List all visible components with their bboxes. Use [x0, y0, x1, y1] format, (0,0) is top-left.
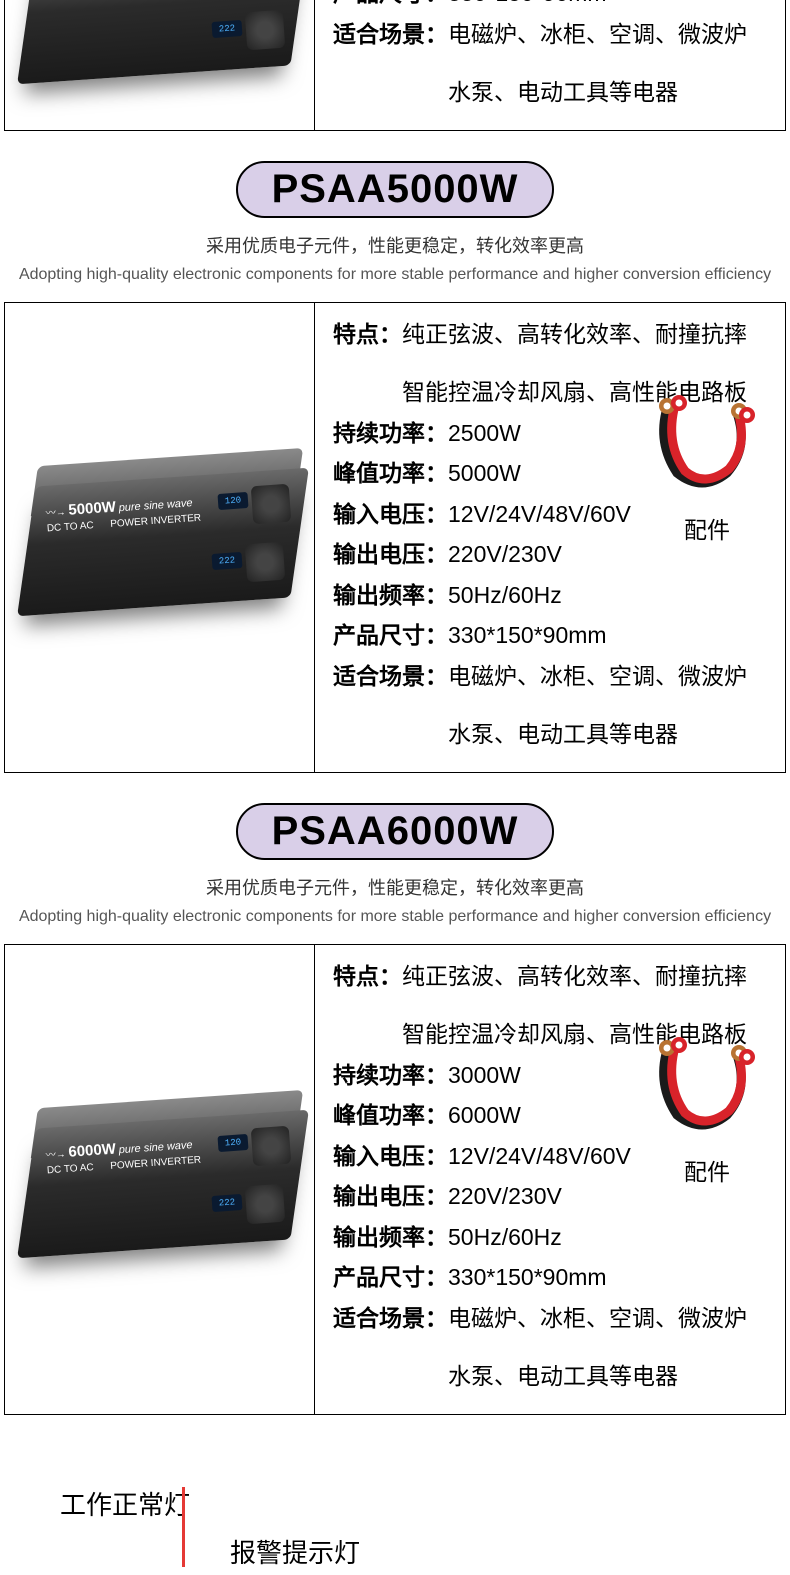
spec-label: 产品尺寸： — [333, 0, 448, 11]
spec-value: 纯正弦波、高转化效率、耐撞抗摔 — [402, 317, 747, 352]
product-card: 〰→ 4000W pure sine wave DC TO AC POWER I… — [4, 0, 786, 131]
spec-label: 持续功率： — [333, 1058, 448, 1093]
spec-value: 水泵、电动工具等电器 — [448, 717, 747, 752]
section-header: PSAA5000W 采用优质电子元件，性能更稳定，转化效率更高 Adopting… — [0, 161, 790, 284]
socket-icon — [250, 1126, 291, 1167]
spec-label: 特点： — [333, 317, 402, 410]
spec-value: 2500W — [448, 416, 521, 451]
subtitle-cn: 采用优质电子元件，性能更稳定，转化效率更高 — [0, 232, 790, 258]
subtitle-en: Adopting high-quality electronic compone… — [0, 266, 790, 284]
spec-value: 纯正弦波、高转化效率、耐撞抗摔 — [402, 959, 747, 994]
product-specs: 特点： 纯正弦波、高转化效率、耐撞抗摔 智能控温冷却风扇、高性能电路板 持续功率… — [315, 303, 785, 772]
spec-value: 6000W — [448, 1098, 521, 1133]
spec-label: 峰值功率： — [333, 456, 448, 491]
spec-label: 输出电压： — [333, 537, 448, 572]
model-badge: PSAA5000W — [236, 161, 555, 218]
product-specs: 输出电压：220V/230V 输出频率：50Hz/60Hz 产品尺寸：330*1… — [315, 0, 785, 130]
product-image-cell: 〰→ 4000W pure sine wave DC TO AC POWER I… — [5, 0, 315, 130]
indicator-legend: 工作正常灯 报警提示灯 — [0, 1485, 790, 1575]
spec-value: 330*150*90mm — [448, 0, 607, 11]
indicator-alarm-label: 报警提示灯 — [230, 1533, 360, 1570]
inverter-display: 222 — [211, 552, 242, 570]
indicator-pointer-icon — [182, 1487, 185, 1567]
inverter-display: 120 — [217, 1134, 248, 1152]
inverter-display: 120 — [217, 492, 248, 510]
spec-value: 50Hz/60Hz — [448, 578, 562, 613]
inverter-subtitle: pure sine wave — [118, 497, 193, 514]
spec-label: 输出频率： — [333, 578, 448, 613]
accessory-block: 配件 — [647, 393, 767, 545]
socket-icon — [244, 10, 285, 51]
spec-label: 产品尺寸： — [333, 618, 448, 653]
inverter-illustration: 〰→ 5000W pure sine wave DC TO AC POWER I… — [20, 437, 300, 637]
accessory-label: 配件 — [647, 511, 767, 545]
accessory-block: 配件 — [647, 1035, 767, 1187]
socket-icon — [250, 484, 291, 525]
socket-icon — [244, 1184, 285, 1225]
spec-value: 电磁炉、冰柜、空调、微波炉 — [448, 659, 747, 694]
inverter-illustration: 〰→ 4000W pure sine wave DC TO AC POWER I… — [20, 0, 300, 105]
spec-label: 输出电压： — [333, 1179, 448, 1214]
subtitle-en: Adopting high-quality electronic compone… — [0, 908, 790, 926]
product-image-cell: 〰→ 6000W pure sine wave DC TO AC POWER I… — [5, 945, 315, 1414]
accessory-label: 配件 — [647, 1153, 767, 1187]
product-specs: 特点： 纯正弦波、高转化效率、耐撞抗摔 智能控温冷却风扇、高性能电路板 持续功率… — [315, 945, 785, 1414]
inverter-wattage: 6000W — [67, 1141, 116, 1161]
spec-value: 330*150*90mm — [448, 618, 607, 653]
socket-icon — [244, 542, 285, 583]
inverter-illustration: 〰→ 6000W pure sine wave DC TO AC POWER I… — [20, 1079, 300, 1279]
spec-value: 3000W — [448, 1058, 521, 1093]
spec-value: 电磁炉、冰柜、空调、微波炉 — [448, 1301, 747, 1336]
spec-label: 输入电压： — [333, 497, 448, 532]
spec-label: 特点： — [333, 959, 402, 1052]
cable-icon — [647, 393, 757, 493]
spec-label: 适合场景： — [333, 17, 448, 110]
spec-value: 50Hz/60Hz — [448, 1220, 562, 1255]
spec-value: 水泵、电动工具等电器 — [448, 1359, 747, 1394]
inverter-display: 222 — [211, 20, 242, 38]
product-image-cell: 〰→ 5000W pure sine wave DC TO AC POWER I… — [5, 303, 315, 772]
spec-value: 5000W — [448, 456, 521, 491]
spec-label: 产品尺寸： — [333, 1260, 448, 1295]
spec-value: 12V/24V/48V/60V — [448, 497, 631, 532]
indicator-normal-label: 工作正常灯 — [60, 1485, 730, 1522]
spec-label: 输入电压： — [333, 1139, 448, 1174]
inverter-subtitle: pure sine wave — [118, 1139, 193, 1156]
product-card: 〰→ 5000W pure sine wave DC TO AC POWER I… — [4, 302, 786, 773]
subtitle-cn: 采用优质电子元件，性能更稳定，转化效率更高 — [0, 874, 790, 900]
section-header: PSAA6000W 采用优质电子元件，性能更稳定，转化效率更高 Adopting… — [0, 803, 790, 926]
inverter-display: 222 — [211, 1194, 242, 1212]
model-badge: PSAA6000W — [236, 803, 555, 860]
spec-label: 输出频率： — [333, 1220, 448, 1255]
spec-value: 12V/24V/48V/60V — [448, 1139, 631, 1174]
spec-label: 持续功率： — [333, 416, 448, 451]
spec-label: 适合场景： — [333, 1301, 448, 1394]
spec-value: 330*150*90mm — [448, 1260, 607, 1295]
spec-value: 220V/230V — [448, 1179, 562, 1214]
spec-label: 适合场景： — [333, 659, 448, 752]
cable-icon — [647, 1035, 757, 1135]
product-card: 〰→ 6000W pure sine wave DC TO AC POWER I… — [4, 944, 786, 1415]
spec-value: 水泵、电动工具等电器 — [448, 75, 747, 110]
spec-value: 电磁炉、冰柜、空调、微波炉 — [448, 17, 747, 52]
spec-value: 220V/230V — [448, 537, 562, 572]
inverter-wattage: 5000W — [67, 499, 116, 519]
spec-label: 峰值功率： — [333, 1098, 448, 1133]
